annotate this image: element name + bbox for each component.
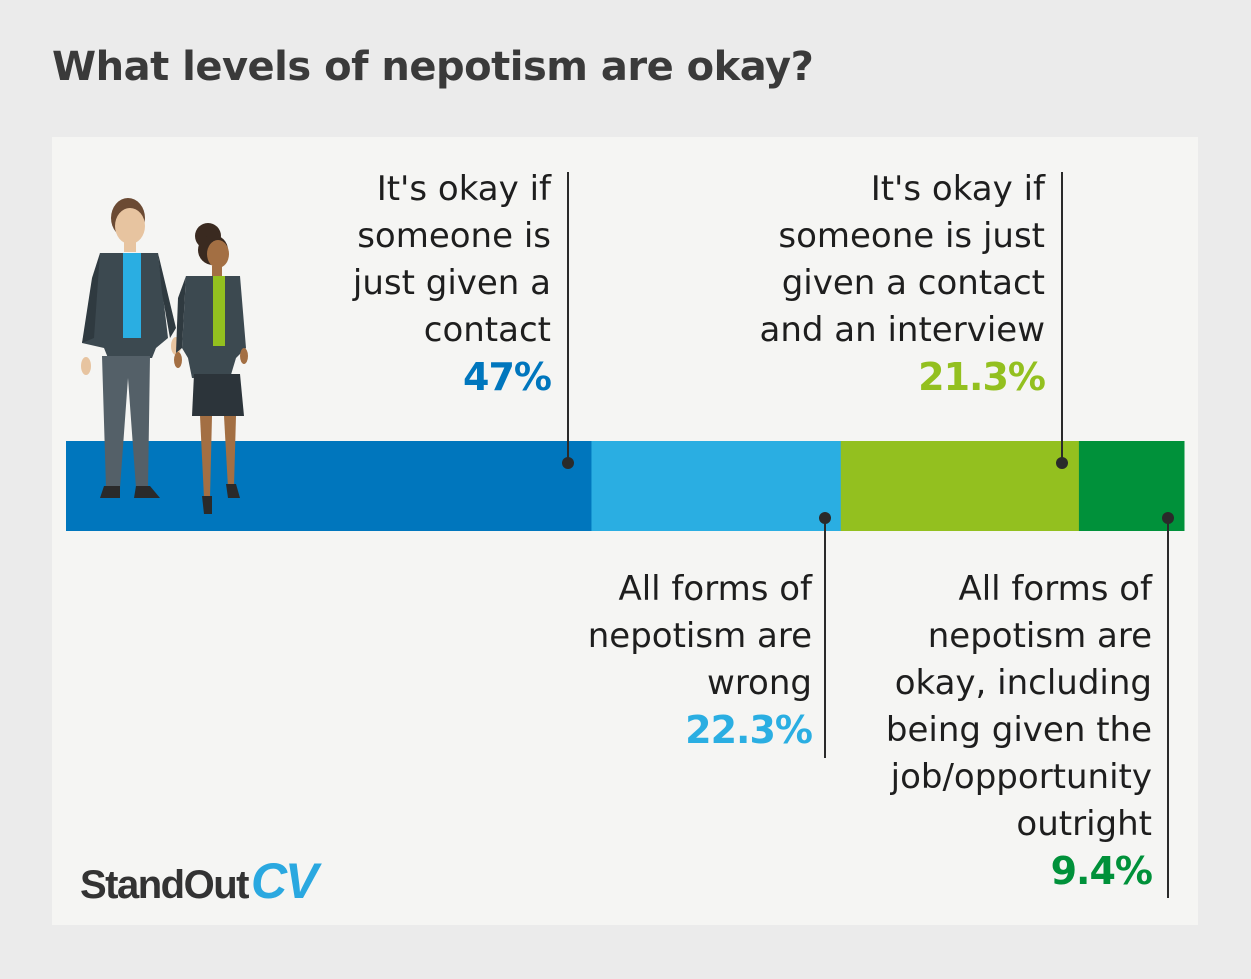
man-trousers-icon bbox=[102, 356, 150, 488]
woman-skirt-icon bbox=[192, 374, 244, 416]
callout-value: 47% bbox=[463, 355, 552, 399]
brand-logo-text: StandOut bbox=[80, 863, 249, 907]
chart-title: What levels of nepotism are okay? bbox=[52, 44, 814, 90]
callout-contact-interview: It's okay if someone is just given a con… bbox=[759, 166, 1046, 401]
callout-label: All forms of nepotism are okay, includin… bbox=[885, 569, 1152, 844]
leader-dot bbox=[819, 512, 831, 524]
bar-segment bbox=[66, 441, 592, 531]
brand-logo: StandOut CV bbox=[80, 852, 318, 910]
woman-head-icon bbox=[207, 240, 229, 268]
leader-dot bbox=[562, 457, 574, 469]
callout-label: All forms of nepotism are wrong bbox=[587, 569, 812, 703]
callout-value: 22.3% bbox=[685, 708, 813, 752]
leader-dot bbox=[1162, 512, 1174, 524]
bar-segment bbox=[840, 441, 1080, 531]
callout-value: 9.4% bbox=[1050, 849, 1153, 893]
leader-dot bbox=[1056, 457, 1068, 469]
callout-value: 21.3% bbox=[918, 355, 1046, 399]
people-illustration bbox=[81, 198, 248, 514]
brand-logo-cv: CV bbox=[250, 853, 318, 909]
callout-all-okay: All forms of nepotism are okay, includin… bbox=[885, 566, 1153, 895]
bar-segment bbox=[591, 441, 842, 531]
callout-label: It's okay if someone is just given a con… bbox=[352, 169, 551, 350]
callout-all-wrong: All forms of nepotism are wrong 22.3% bbox=[587, 566, 813, 754]
man-head-icon bbox=[115, 208, 145, 244]
callout-contact: It's okay if someone is just given a con… bbox=[352, 166, 552, 401]
callout-label: It's okay if someone is just given a con… bbox=[759, 169, 1045, 350]
